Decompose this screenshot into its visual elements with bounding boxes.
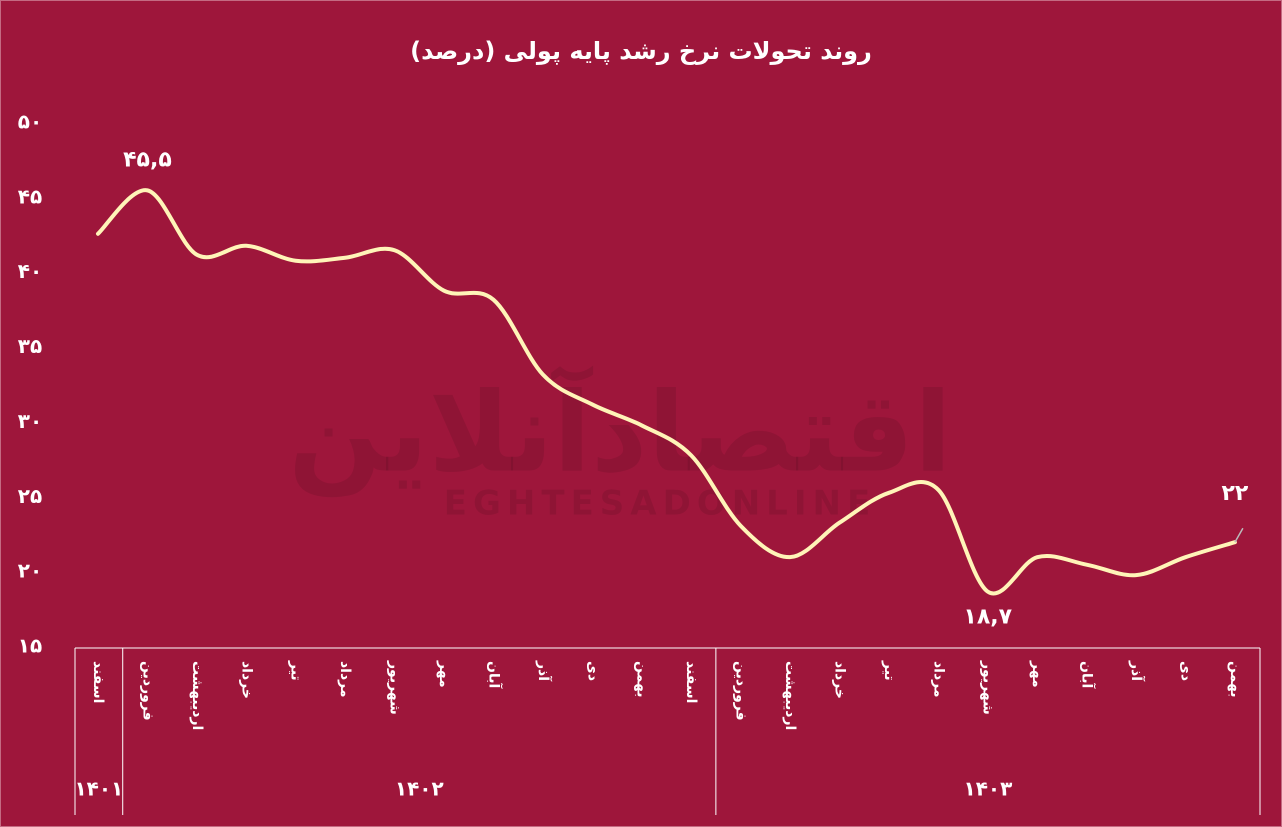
data-label: ۱۸,۷ xyxy=(963,605,1012,630)
data-label: ۲۲ xyxy=(1221,481,1248,506)
watermark: EGHTESADONLINE xyxy=(444,484,876,524)
x-tick-label: دی xyxy=(584,661,600,681)
x-tick-label: اردیبهشت xyxy=(189,661,205,730)
x-tick-label: اسفند xyxy=(683,661,699,703)
data-line xyxy=(96,188,1237,596)
x-tick-label: بهمن xyxy=(1227,661,1243,697)
y-tick-label: ۲۵ xyxy=(18,484,42,508)
year-label: ۱۴۰۳ xyxy=(964,777,1013,801)
x-tick-label: اسفند xyxy=(90,661,106,703)
y-tick-label: ۴۰ xyxy=(18,259,42,283)
x-tick-label: تیر xyxy=(881,660,897,681)
year-label: ۱۴۰۱ xyxy=(74,777,123,801)
x-tick-label: آذر xyxy=(1128,660,1146,682)
x-tick-label: شهریور xyxy=(980,660,996,715)
x-tick-label: تیر xyxy=(288,660,304,681)
x-tick-label: فروردین xyxy=(733,661,749,721)
watermark: اقتصادآنلاین xyxy=(288,364,952,497)
y-tick-label: ۱۵ xyxy=(18,634,42,658)
label-leader xyxy=(1234,527,1244,543)
y-tick-label: ۳۰ xyxy=(18,409,42,433)
y-tick-label: ۴۵ xyxy=(18,184,42,208)
y-tick-label: ۵۰ xyxy=(18,110,42,134)
x-tick-label: اردیبهشت xyxy=(782,661,798,730)
x-tick-label: آبان xyxy=(1079,661,1097,689)
x-tick-label: آذر xyxy=(535,660,553,682)
data-label: ۴۵,۵ xyxy=(123,147,172,172)
x-tick-label: مرداد xyxy=(930,661,946,698)
x-tick-label: خرداد xyxy=(831,661,847,699)
x-tick-label: فروردین xyxy=(139,661,155,721)
chart-title: روند تحولات نرخ رشد پایه پولی (درصد) xyxy=(410,37,872,65)
x-tick-label: آبان xyxy=(485,661,503,689)
x-tick-label: مهر xyxy=(436,660,452,688)
y-tick-label: ۳۵ xyxy=(18,334,42,358)
x-tick-label: خرداد xyxy=(238,661,254,699)
x-tick-label: مرداد xyxy=(337,661,353,698)
x-tick-label: مهر xyxy=(1029,660,1045,688)
x-tick-label: شهریور xyxy=(387,660,403,715)
year-label: ۱۴۰۲ xyxy=(395,777,444,801)
y-tick-label: ۲۰ xyxy=(18,559,42,583)
x-tick-label: بهمن xyxy=(634,661,650,697)
x-tick-label: دی xyxy=(1177,661,1193,681)
